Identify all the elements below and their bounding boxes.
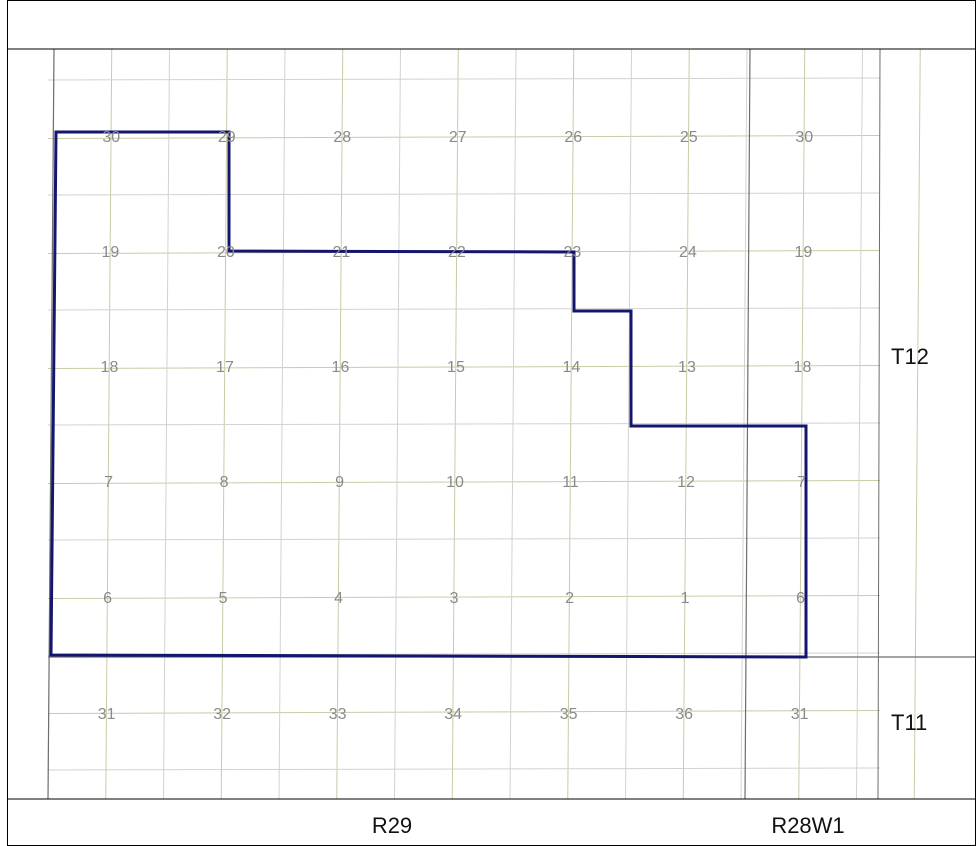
section-number-label: 26 — [564, 129, 582, 146]
section-number-label: 30 — [102, 129, 120, 146]
section-number-label: 29 — [218, 129, 236, 146]
quarter-line-vertical — [220, 48, 228, 800]
section-number-label: 21 — [332, 244, 350, 261]
section-number-label: 18 — [794, 359, 812, 376]
section-number-label: 24 — [679, 244, 697, 261]
section-line-horizontal — [47, 192, 881, 196]
section-number-label: 15 — [447, 359, 465, 376]
section-line-horizontal — [47, 307, 881, 311]
section-line-horizontal — [47, 537, 881, 541]
section-number-label: 18 — [101, 359, 119, 376]
section-number-label: 12 — [677, 474, 695, 491]
quarter-line-vertical — [105, 48, 113, 800]
section-number-label: 19 — [794, 244, 812, 261]
section-number-label: 14 — [563, 359, 581, 376]
section-number-label: 6 — [103, 590, 112, 607]
quarter-line-horizontal — [47, 365, 881, 369]
section-number-label: 36 — [675, 706, 693, 723]
section-number-label: 13 — [678, 359, 696, 376]
quarter-line-horizontal — [47, 135, 881, 139]
section-number-label: 31 — [791, 706, 809, 723]
section-number-label: 28 — [333, 129, 351, 146]
section-number-label: 3 — [450, 590, 459, 607]
range-label-r29: R29 — [372, 813, 412, 838]
range-line-r28w1 — [744, 48, 751, 800]
quarter-line-vertical — [682, 48, 690, 800]
section-number-label: 6 — [796, 590, 805, 607]
quarter-line-vertical — [913, 48, 921, 800]
section-number-label: 34 — [444, 706, 462, 723]
section-number-label: 35 — [560, 706, 578, 723]
area-boundary-outline — [49, 130, 808, 659]
section-line-vertical — [163, 48, 170, 800]
section-number-label: 1 — [681, 590, 690, 607]
quarter-line-horizontal — [47, 710, 881, 714]
section-line-vertical — [856, 48, 863, 800]
section-number-label: 7 — [797, 474, 806, 491]
section-number-label: 27 — [449, 129, 467, 146]
section-line-horizontal — [47, 767, 881, 771]
section-number-label: 16 — [332, 359, 350, 376]
section-number-label: 17 — [216, 359, 234, 376]
section-number-label: 20 — [217, 244, 235, 261]
township-label-t12: T12 — [891, 344, 929, 369]
section-number-label: 10 — [446, 474, 464, 491]
section-number-label: 33 — [329, 706, 347, 723]
range-line-west — [47, 48, 55, 800]
section-number-label: 25 — [680, 129, 698, 146]
range-line-east — [877, 48, 881, 800]
section-number-label: 4 — [334, 590, 343, 607]
section-number-label: 32 — [213, 706, 231, 723]
section-line-vertical — [740, 48, 748, 800]
section-number-label: 9 — [335, 474, 344, 491]
township-label-t11: T11 — [891, 710, 927, 735]
section-number-label: 5 — [219, 590, 228, 607]
quarter-line-vertical — [798, 48, 806, 800]
section-number-label: 11 — [562, 474, 579, 491]
section-number-label: 2 — [565, 590, 574, 607]
section-number-label: 30 — [795, 129, 813, 146]
section-number-label: 7 — [104, 474, 113, 491]
quarter-line-horizontal — [47, 595, 881, 599]
section-number-label: 23 — [563, 244, 581, 261]
section-number-label: 8 — [220, 474, 229, 491]
section-number-label: 19 — [101, 244, 119, 261]
section-lines — [47, 48, 881, 800]
quarter-line-horizontal — [47, 480, 881, 484]
section-number-label: 22 — [448, 244, 466, 261]
range-label-r28w1: R28W1 — [771, 813, 844, 838]
section-line-horizontal — [47, 422, 881, 426]
section-line-horizontal — [47, 77, 881, 81]
section-number-label: 31 — [98, 706, 116, 723]
